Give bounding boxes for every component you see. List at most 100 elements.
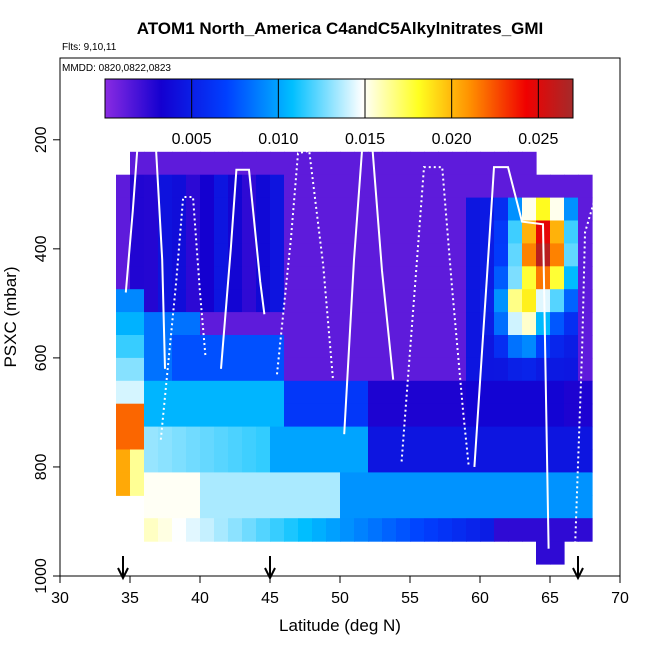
heatmap-cell — [410, 449, 425, 473]
heatmap-cell — [200, 266, 215, 290]
heatmap-cell — [550, 197, 565, 222]
heatmap-cell — [242, 518, 257, 542]
heatmap-cell — [522, 220, 537, 244]
flight-profile — [124, 133, 166, 369]
heatmap-cell — [298, 357, 313, 382]
heatmap-cell — [410, 495, 425, 519]
heatmap-cell — [326, 449, 341, 473]
heatmap-cell — [564, 312, 579, 336]
heatmap-cell — [214, 403, 229, 428]
heatmap-cell — [284, 151, 299, 176]
heatmap-cell — [508, 449, 523, 473]
heatmap-cell — [382, 197, 397, 222]
heatmap-cell — [410, 335, 425, 359]
heatmap-cell — [186, 289, 201, 313]
heatmap-cell — [508, 403, 523, 428]
y-tick-label: 600 — [33, 344, 50, 371]
heatmap-cell — [424, 380, 439, 405]
heatmap-cell — [172, 403, 187, 428]
heatmap-cell — [312, 243, 327, 267]
heatmap-cell — [214, 449, 229, 473]
heatmap-cell — [578, 174, 593, 199]
heatmap-cell — [158, 289, 173, 313]
heatmap-cell — [298, 266, 313, 290]
heatmap-cell — [522, 426, 537, 451]
heatmap-cell — [578, 243, 593, 267]
heatmap-cell — [410, 220, 425, 244]
heatmap-cell — [396, 472, 411, 496]
heatmap-cell — [340, 426, 355, 451]
heatmap-cell — [354, 472, 369, 496]
heatmap-cell — [494, 220, 509, 244]
heatmap-cell — [298, 380, 313, 405]
colorbar-tick-label: 0.015 — [345, 131, 385, 148]
heatmap-cell — [298, 174, 313, 199]
chart-title: ATOM1 North_America C4andC5Alkylnitrates… — [137, 19, 544, 38]
heatmap-cell — [382, 312, 397, 336]
heatmap-cell — [424, 357, 439, 382]
heatmap-cell — [340, 472, 355, 496]
heatmap-cell — [536, 518, 551, 542]
heatmap-cell — [214, 357, 229, 382]
heatmap-cell — [158, 266, 173, 290]
heatmap-cell — [270, 357, 285, 382]
heatmap-cell — [578, 335, 593, 359]
heatmap-cell — [172, 220, 187, 244]
colorbar-tick-label: 0.010 — [258, 131, 298, 148]
heatmap-cell — [382, 220, 397, 244]
heatmap-cell — [452, 151, 467, 176]
heatmap-cell — [340, 243, 355, 267]
heatmap-cell — [312, 472, 327, 496]
heatmap-cell — [438, 312, 453, 336]
heatmap-cell — [214, 312, 229, 336]
heatmap-cell — [326, 472, 341, 496]
heatmap-cell — [200, 403, 215, 428]
heatmap-cell — [172, 449, 187, 473]
heatmap-cell — [270, 220, 285, 244]
heatmap-cell — [368, 495, 383, 519]
x-tick-label: 65 — [541, 590, 559, 607]
heatmap-cell — [228, 357, 243, 382]
heatmap-cell — [200, 220, 215, 244]
heatmap-cell — [158, 426, 173, 451]
heatmap-cell — [284, 380, 299, 405]
heatmap-cell — [424, 174, 439, 199]
heatmap-cell — [480, 472, 495, 496]
heatmap-cell — [326, 357, 341, 382]
heatmap-cell — [158, 151, 173, 176]
flight-profile — [343, 144, 395, 435]
heatmap-cell — [480, 403, 495, 428]
heatmap-cell — [508, 266, 523, 290]
heatmap-cell — [424, 312, 439, 336]
heatmap-cell — [396, 357, 411, 382]
heatmap-cell — [284, 312, 299, 336]
heatmap-cell — [410, 151, 425, 176]
heatmap-cell — [522, 357, 537, 382]
heatmap-cell — [466, 151, 481, 176]
heatmap-cell — [550, 289, 565, 313]
heatmap-cell — [158, 449, 173, 473]
heatmap-cell — [550, 266, 565, 290]
heatmap-cell — [298, 289, 313, 313]
heatmap-cell — [312, 312, 327, 336]
heatmap-cell — [158, 174, 173, 199]
heatmap-cell — [284, 495, 299, 519]
heatmap-cell — [480, 449, 495, 473]
heatmap-cell — [130, 151, 145, 176]
heatmap-cell — [186, 220, 201, 244]
heatmap-cell — [270, 289, 285, 313]
heatmap-cell — [536, 541, 551, 565]
heatmap-cell — [242, 380, 257, 405]
heatmap-cell — [410, 266, 425, 290]
heatmap-cell — [256, 197, 271, 222]
heatmap-cell — [242, 335, 257, 359]
x-axis-label: Latitude (deg N) — [279, 616, 401, 635]
heatmap-cell — [564, 380, 579, 405]
heatmap-cell — [186, 472, 201, 496]
heatmap-cell — [578, 518, 593, 542]
heatmap-cell — [130, 220, 145, 244]
heatmap-cell — [298, 335, 313, 359]
heatmap-cell — [326, 312, 341, 336]
heatmap-cell — [284, 472, 299, 496]
heatmap-cell — [270, 312, 285, 336]
